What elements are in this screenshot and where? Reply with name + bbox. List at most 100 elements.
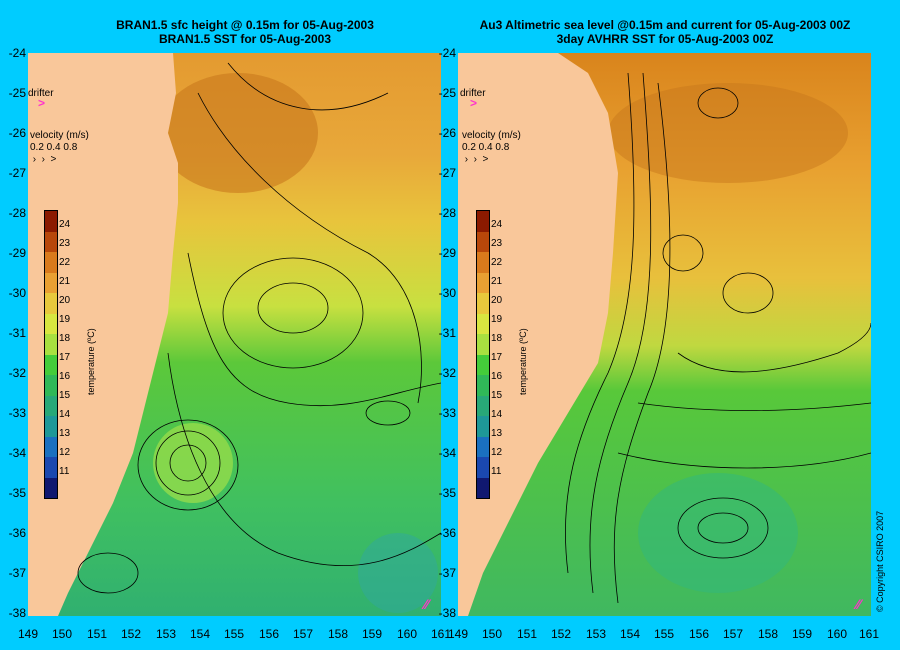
velocity-arrows-icon: › › > bbox=[462, 154, 489, 165]
colorbar-swatch bbox=[45, 375, 57, 396]
colorbar-tick: 18 bbox=[59, 333, 71, 344]
colorbar-tick: 11 bbox=[491, 466, 502, 477]
lat-tick: -31 bbox=[438, 326, 456, 340]
lat-tick: -35 bbox=[8, 486, 26, 500]
velocity-legend-right: velocity (m/s) 0.2 0.4 0.8 › › > bbox=[462, 130, 521, 166]
lon-tick: 154 bbox=[189, 627, 211, 641]
drifter-track-icon: ⁄⁄ bbox=[424, 596, 429, 612]
contours bbox=[77, 62, 441, 594]
lon-tick: 156 bbox=[258, 627, 280, 641]
lon-tick: 157 bbox=[292, 627, 314, 641]
colorbar-left bbox=[44, 210, 58, 499]
lat-tick: -32 bbox=[8, 366, 26, 380]
right-title: Au3 Altimetric sea level @0.15m and curr… bbox=[455, 18, 875, 46]
left-map bbox=[28, 53, 441, 616]
colorbar-swatch bbox=[45, 272, 57, 293]
velocity-scale: 0.2 0.4 0.8 bbox=[30, 142, 78, 153]
colorbar-tick: 21 bbox=[59, 276, 71, 287]
colorbar-swatch bbox=[477, 477, 489, 498]
colorbar-swatch bbox=[477, 416, 489, 437]
colorbar-tick: 16 bbox=[59, 371, 71, 382]
colorbar-swatch bbox=[477, 457, 489, 478]
colorbar-swatch bbox=[45, 436, 57, 457]
contours-right bbox=[565, 72, 871, 604]
lon-tick: 161 bbox=[858, 627, 880, 641]
lat-tick: -25 bbox=[8, 86, 26, 100]
colorbar-tick: 12 bbox=[491, 447, 503, 458]
lon-tick: 160 bbox=[396, 627, 418, 641]
right-title-line2: 3day AVHRR SST for 05-Aug-2003 00Z bbox=[556, 32, 774, 46]
left-title-line2: BRAN1.5 SST for 05-Aug-2003 bbox=[158, 32, 332, 46]
colorbar-swatch bbox=[45, 334, 57, 355]
drifter-label: drifter bbox=[28, 88, 54, 99]
lat-tick: -29 bbox=[438, 246, 456, 260]
colorbar-swatch bbox=[477, 334, 489, 355]
colorbar-swatch bbox=[477, 272, 489, 293]
colorbar-swatch bbox=[477, 313, 489, 334]
colorbar-swatch bbox=[45, 252, 57, 273]
velocity-label: velocity (m/s) bbox=[30, 130, 89, 141]
land-mass-right bbox=[458, 53, 618, 616]
lat-tick: -24 bbox=[438, 46, 456, 60]
colorbar-tick: 13 bbox=[491, 428, 503, 439]
copyright-text: © Copyright CSIRO 2007 bbox=[875, 510, 885, 612]
colorbar-swatch bbox=[45, 211, 57, 232]
colorbar-tick: 16 bbox=[491, 371, 503, 382]
colorbar-tick: 21 bbox=[491, 276, 503, 287]
lat-tick: -33 bbox=[8, 406, 26, 420]
lat-tick: -37 bbox=[438, 566, 456, 580]
colorbar-tick: 17 bbox=[491, 352, 503, 363]
colorbar-swatch bbox=[45, 313, 57, 334]
colorbar-tick: 15 bbox=[491, 390, 503, 401]
lon-tick: 155 bbox=[223, 627, 245, 641]
lon-tick: 159 bbox=[791, 627, 813, 641]
lon-tick: 153 bbox=[155, 627, 177, 641]
colorbar-swatch bbox=[45, 231, 57, 252]
lon-tick: 151 bbox=[516, 627, 538, 641]
colorbar-tick: 11 bbox=[59, 466, 70, 477]
colorbar-tick: 24 bbox=[491, 219, 503, 230]
left-title: BRAN1.5 sfc height @ 0.15m for 05-Aug-20… bbox=[45, 18, 445, 46]
colorbar-tick: 20 bbox=[491, 295, 503, 306]
lat-tick: -35 bbox=[438, 486, 456, 500]
lon-tick: 158 bbox=[757, 627, 779, 641]
lat-tick: -24 bbox=[8, 46, 26, 60]
lat-tick: -34 bbox=[8, 446, 26, 460]
colorbar-tick: 23 bbox=[491, 238, 503, 249]
colorbar-swatch bbox=[477, 436, 489, 457]
colorbar-title: temperature (ºC) bbox=[86, 328, 96, 395]
lon-tick: 155 bbox=[653, 627, 675, 641]
colorbar-swatch bbox=[45, 395, 57, 416]
colorbar-swatch bbox=[477, 231, 489, 252]
colorbar-tick: 14 bbox=[59, 409, 71, 420]
colorbar-tick: 12 bbox=[59, 447, 71, 458]
colorbar-tick: 14 bbox=[491, 409, 503, 420]
velocity-arrows-icon: › › > bbox=[30, 154, 57, 165]
lon-tick: 149 bbox=[17, 627, 39, 641]
land-mass bbox=[28, 53, 178, 616]
colorbar-swatch bbox=[45, 416, 57, 437]
lat-tick: -36 bbox=[438, 526, 456, 540]
lon-tick: 156 bbox=[688, 627, 710, 641]
colorbar-tick: 18 bbox=[491, 333, 503, 344]
lat-tick: -31 bbox=[8, 326, 26, 340]
lat-tick: -32 bbox=[438, 366, 456, 380]
lon-tick: 152 bbox=[120, 627, 142, 641]
lon-tick: 157 bbox=[722, 627, 744, 641]
colorbar-swatch bbox=[477, 395, 489, 416]
colorbar-swatch bbox=[477, 375, 489, 396]
colorbar-tick: 22 bbox=[59, 257, 71, 268]
colorbar-tick: 15 bbox=[59, 390, 71, 401]
colorbar-swatch bbox=[45, 457, 57, 478]
drifter-marker-icon: > bbox=[470, 96, 478, 110]
lon-tick: 153 bbox=[585, 627, 607, 641]
lat-tick: -27 bbox=[8, 166, 26, 180]
lat-tick: -28 bbox=[438, 206, 456, 220]
lon-tick: 150 bbox=[51, 627, 73, 641]
lat-tick: -28 bbox=[8, 206, 26, 220]
colorbar-tick: 20 bbox=[59, 295, 71, 306]
colorbar-title-right: temperature (ºC) bbox=[518, 328, 528, 395]
lon-tick: 161 bbox=[430, 627, 452, 641]
colorbar-tick: 19 bbox=[491, 314, 503, 325]
drifter-track-icon: ⁄⁄ bbox=[856, 596, 861, 612]
